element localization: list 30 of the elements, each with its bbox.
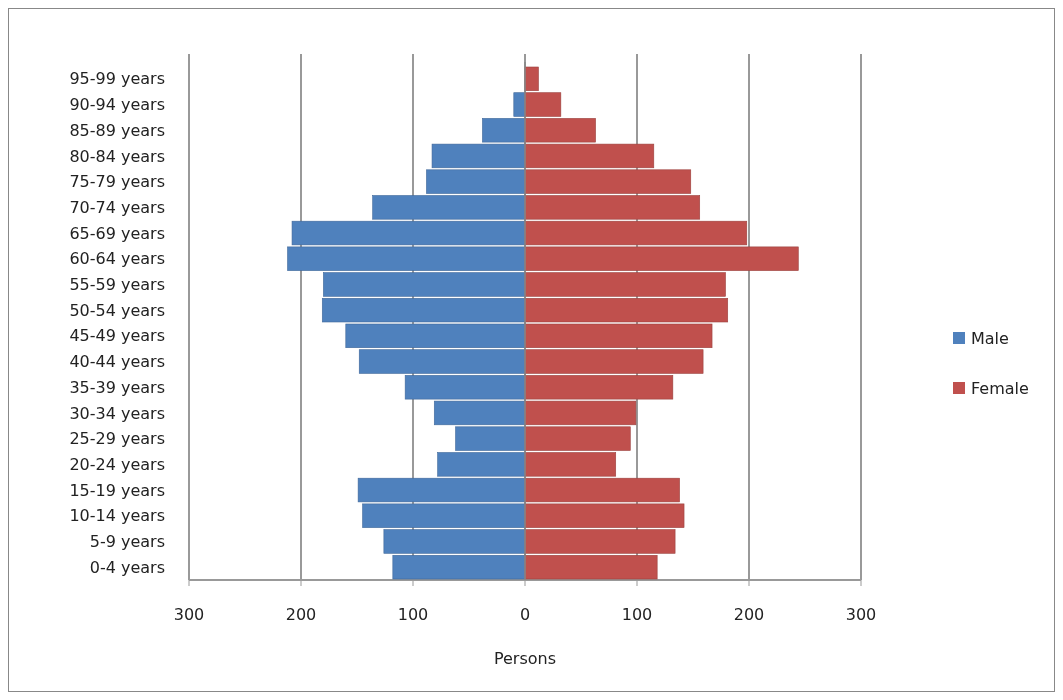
- y-tick-label: 0-4 years: [89, 557, 165, 577]
- y-tick-label: 85-89 years: [69, 120, 165, 140]
- y-tick-label: 40-44 years: [69, 352, 165, 372]
- y-tick-label: 75-79 years: [69, 172, 165, 192]
- x-tick-label: 300: [173, 605, 205, 624]
- y-tick-label: 65-69 years: [69, 223, 165, 243]
- y-tick-label: 35-39 years: [69, 377, 165, 397]
- y-tick-label: 50-54 years: [69, 300, 165, 320]
- y-tick-label: 45-49 years: [69, 326, 165, 346]
- y-tick-label: 15-19 years: [69, 480, 165, 500]
- x-tick-label: 100: [621, 605, 653, 624]
- x-tick-label: 100: [397, 605, 429, 624]
- x-tick-label: 300: [845, 605, 877, 624]
- y-tick-label: 5-9 years: [89, 532, 165, 552]
- y-tick-label: 30-34 years: [69, 403, 165, 423]
- legend-label: Female: [971, 378, 1029, 398]
- x-tick-label: 200: [733, 605, 765, 624]
- y-tick-label: 55-59 years: [69, 275, 165, 295]
- x-tick-label: 0: [519, 605, 531, 624]
- legend-label: Male: [971, 328, 1009, 348]
- x-axis-title: Persons: [493, 649, 557, 668]
- y-tick-label: 70-74 years: [69, 197, 165, 217]
- y-tick-label: 60-64 years: [69, 249, 165, 269]
- y-tick-label: 20-24 years: [69, 454, 165, 474]
- y-tick-label: 10-14 years: [69, 506, 165, 526]
- y-tick-label: 80-84 years: [69, 146, 165, 166]
- x-tick-label: 200: [285, 605, 317, 624]
- y-tick-label: 95-99 years: [69, 69, 165, 89]
- y-tick-label: 25-29 years: [69, 429, 165, 449]
- y-tick-label: 90-94 years: [69, 95, 165, 115]
